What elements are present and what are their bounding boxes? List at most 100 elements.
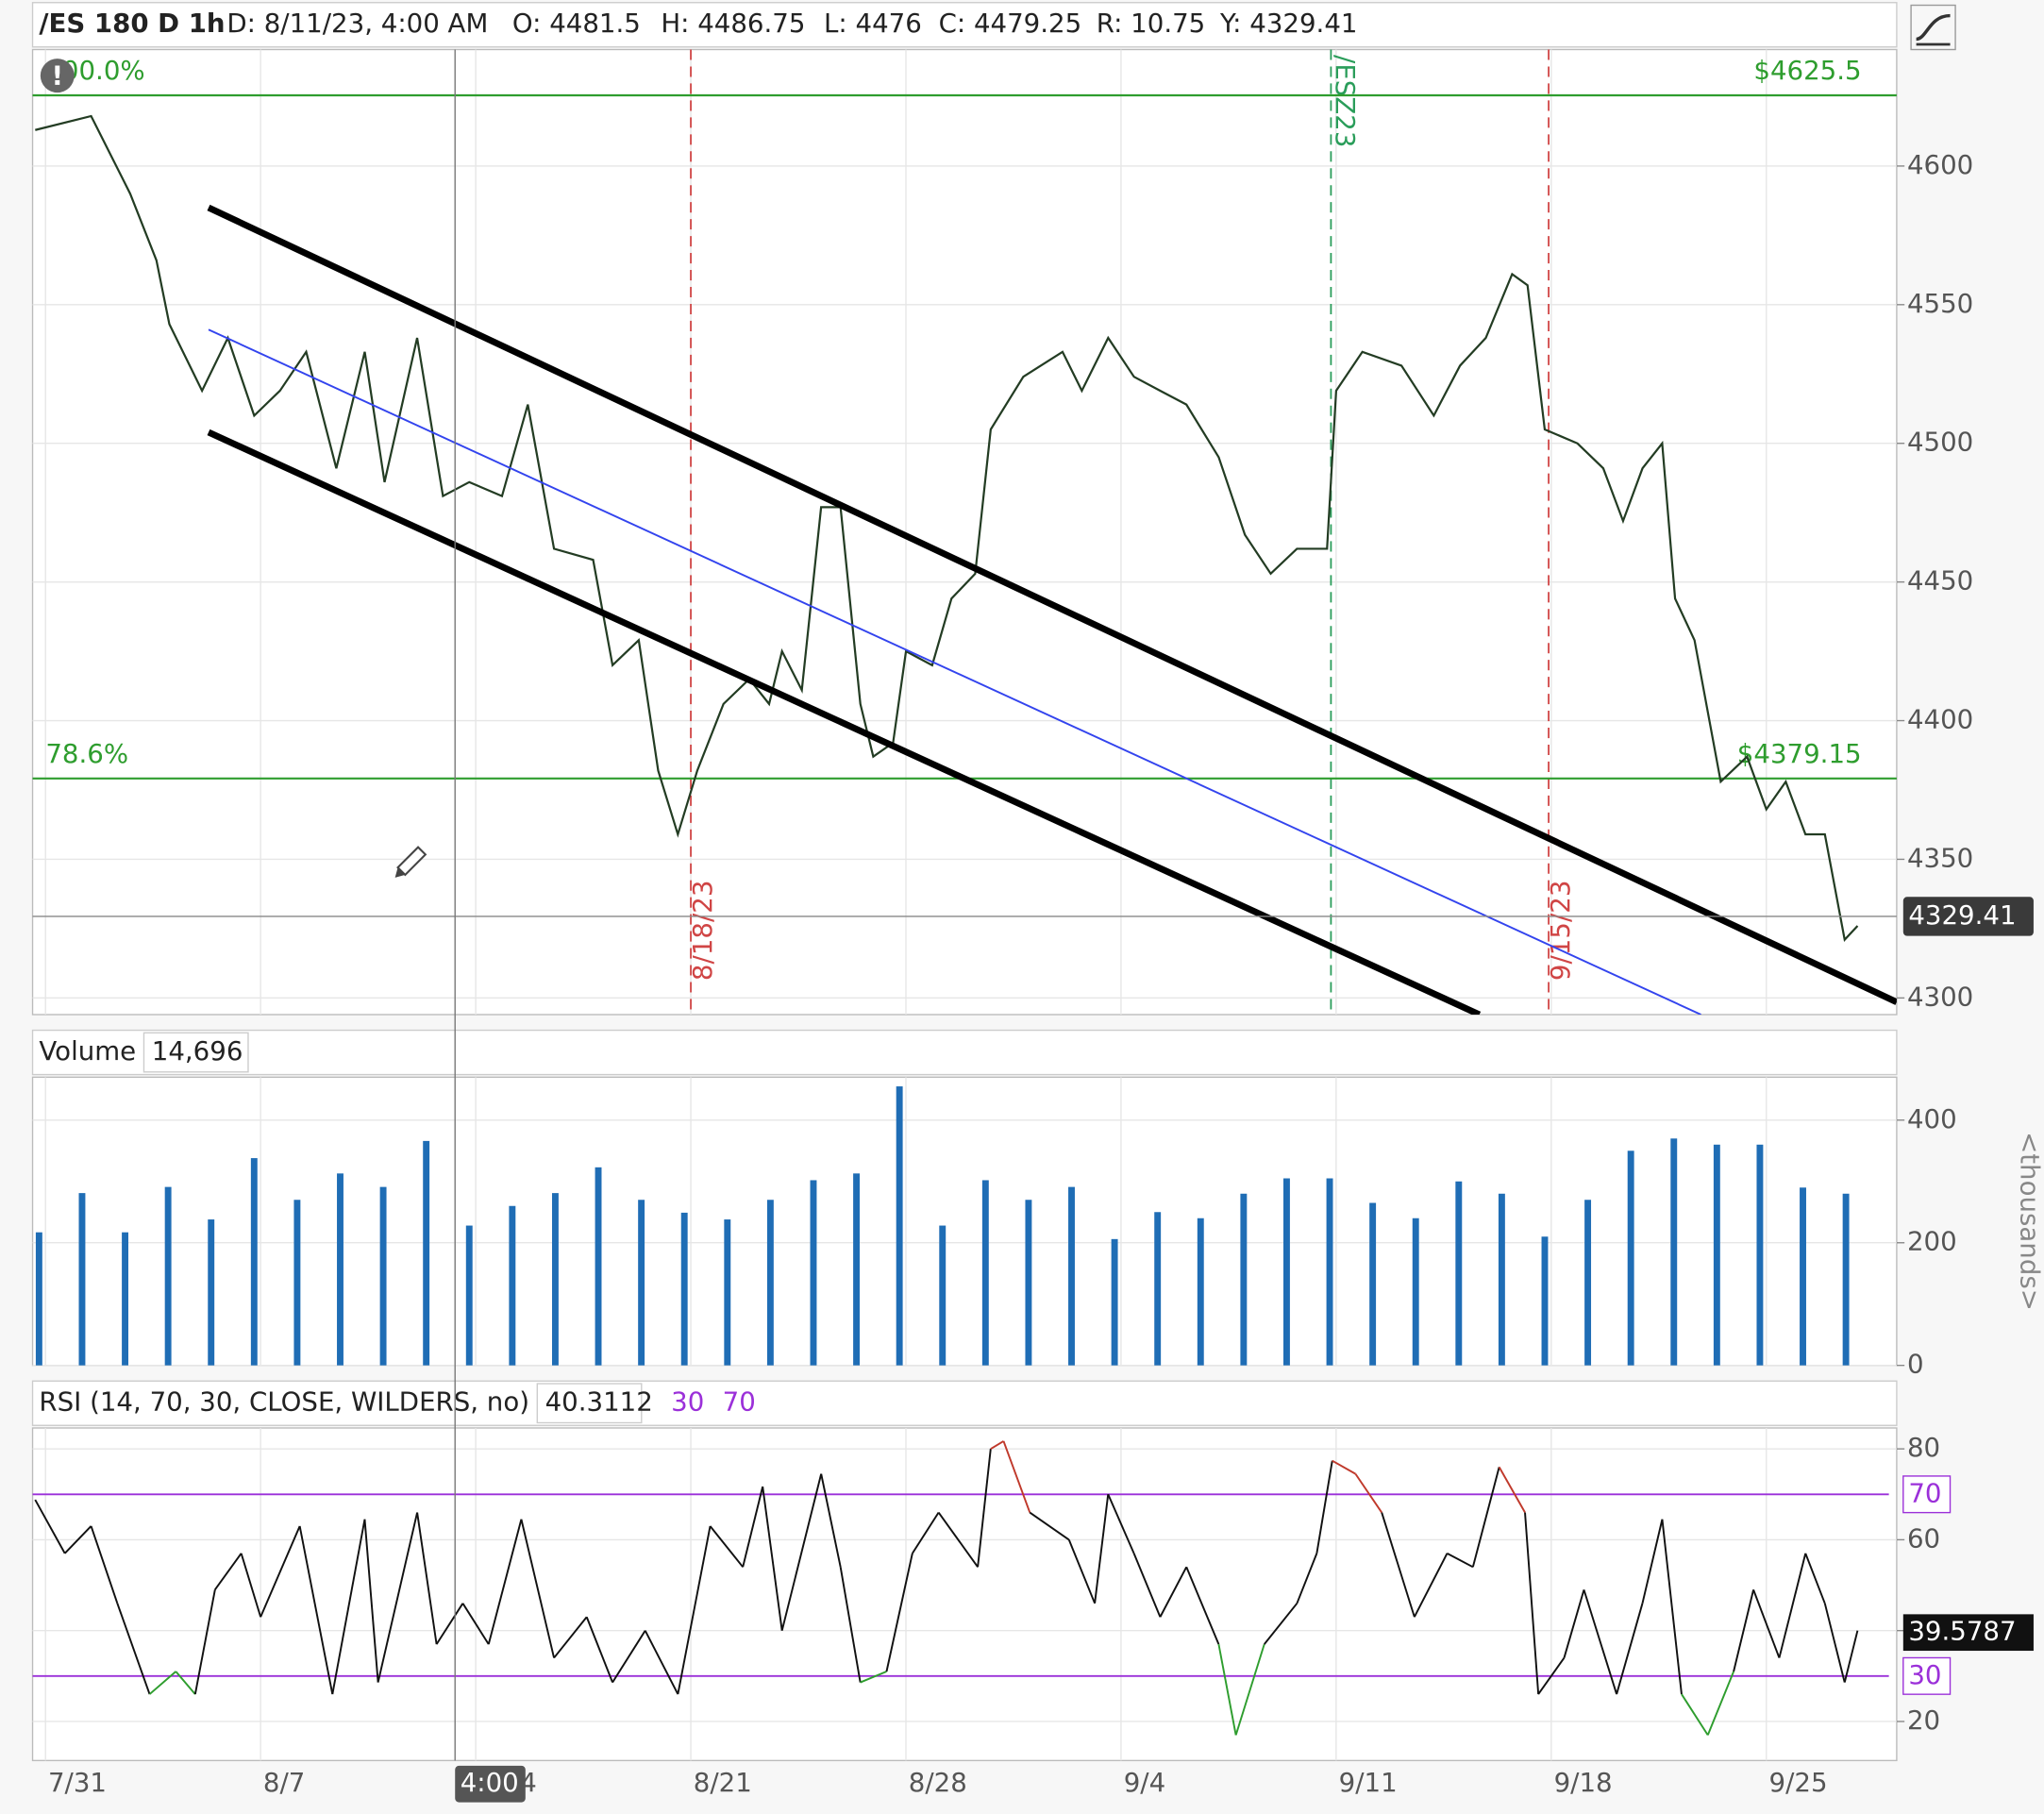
rsi-segment: [1185, 1566, 1220, 1645]
rsi-segment: [435, 1603, 464, 1645]
value-box: [142, 1032, 249, 1073]
fib-value: $4625.5: [1753, 55, 1861, 86]
volume-bar: [939, 1225, 947, 1366]
level-legend: 70: [723, 1386, 756, 1418]
rsi-segment: [1381, 1512, 1416, 1618]
y-tick-label: 60: [1907, 1522, 1940, 1554]
rsi-segment: [214, 1553, 243, 1590]
rsi-segment: [1471, 1467, 1500, 1568]
rsi-segment: [487, 1519, 523, 1645]
rsi-segment: [331, 1519, 366, 1695]
rsi-segment: [1159, 1566, 1188, 1618]
rsi-segment: [1661, 1519, 1683, 1695]
rsi-segment: [820, 1473, 842, 1568]
y-tick-label: 0: [1907, 1349, 1924, 1380]
rsi-segment: [839, 1567, 862, 1683]
rsi-segment: [1641, 1519, 1664, 1604]
rsi-segment: [416, 1512, 438, 1645]
panel-title: Volume: [39, 1035, 136, 1067]
x-tick-label: 8/28: [909, 1767, 967, 1798]
volume-bar: [981, 1180, 989, 1366]
level-box-label: 30: [1908, 1659, 1941, 1690]
event-label: 8/18/23: [687, 881, 718, 982]
volume-bar: [1713, 1144, 1720, 1366]
rsi-segment: [585, 1616, 613, 1683]
x-tick-label: 8/7: [263, 1767, 305, 1798]
volume-bar: [1800, 1187, 1806, 1366]
settings-icon[interactable]: [1910, 4, 1956, 51]
rsi-segment: [1263, 1603, 1298, 1645]
header-high: H: 4486.75: [661, 8, 805, 39]
last-price-box: [1902, 897, 2034, 936]
level-box: [1902, 1656, 1952, 1695]
panel-title: RSI (14, 70, 30, CLOSE, WILDERS, no): [39, 1386, 529, 1418]
rsi-segment: [298, 1525, 334, 1695]
panel-value: 14,696: [152, 1035, 243, 1067]
rsi-segment: [780, 1473, 823, 1631]
rsi-segment: [1447, 1553, 1474, 1569]
volume-bar: [595, 1167, 602, 1366]
volume-bar: [164, 1186, 172, 1366]
rsi-segment: [148, 1671, 176, 1695]
rsi-segment: [677, 1525, 712, 1695]
volume-bar: [465, 1225, 473, 1366]
panel-header: [31, 1029, 1898, 1076]
crosshair-label: 4:00: [461, 1767, 519, 1798]
rsi-segment: [709, 1525, 744, 1568]
rsi-segment: [1217, 1643, 1237, 1736]
rsi-segment: [1706, 1671, 1735, 1736]
volume-bar: [1541, 1236, 1549, 1366]
pencil-icon[interactable]: [392, 846, 427, 882]
rsi-segment: [1094, 1494, 1110, 1604]
rsi-segment: [612, 1630, 646, 1684]
volume-bar: [1068, 1186, 1075, 1366]
header-bar: [31, 2, 1898, 48]
rsi-segment: [90, 1525, 119, 1604]
panel-value: 40.3112: [545, 1386, 653, 1418]
svg-text:!: !: [51, 60, 63, 92]
y-tick-label: 20: [1907, 1705, 1940, 1736]
volume-bar: [423, 1140, 430, 1366]
volume-bar: [724, 1219, 731, 1366]
price-line: [35, 114, 1859, 943]
rsi-segment: [1296, 1553, 1318, 1604]
rsi-segment: [885, 1553, 913, 1672]
volume-bar: [250, 1158, 258, 1366]
rsi-segment: [1681, 1693, 1709, 1736]
volume-bar: [1627, 1151, 1634, 1366]
y-tick-label: 400: [1907, 1103, 1957, 1134]
event-label: /ESZ23: [1330, 55, 1361, 147]
level-box: [1902, 1475, 1952, 1514]
header-open: O: 4481.5: [512, 8, 641, 39]
rsi-last-box: [1902, 1614, 2034, 1652]
volume-bar: [1670, 1138, 1678, 1366]
volume-bar: [337, 1173, 343, 1366]
rsi-segment: [1029, 1511, 1070, 1541]
rsi-segment: [1843, 1630, 1859, 1683]
panel-header: [31, 1380, 1898, 1426]
volume-bar: [509, 1205, 516, 1366]
y-tick-label: 200: [1907, 1226, 1957, 1257]
rsi-segment: [1107, 1493, 1135, 1554]
level-legend: 30: [671, 1386, 704, 1418]
volume-bar: [1240, 1193, 1248, 1366]
rsi-segment: [1354, 1473, 1383, 1514]
rsi-segment: [377, 1512, 419, 1683]
rsi-segment: [1537, 1657, 1566, 1695]
y-tick-label: 4500: [1907, 427, 1973, 458]
fib-value: $4379.15: [1737, 738, 1862, 769]
y-tick-label: 4300: [1907, 981, 1973, 1012]
rsi-segment: [1804, 1553, 1826, 1604]
rsi-segment: [1002, 1440, 1031, 1513]
alert-icon[interactable]: !: [40, 59, 75, 93]
volume-bar: [1756, 1144, 1764, 1366]
rsi-segment: [990, 1440, 1004, 1450]
volume-bar: [766, 1200, 774, 1366]
volume-bar: [853, 1173, 861, 1366]
volume-bar: [208, 1219, 215, 1366]
rsi-segment: [1583, 1589, 1618, 1695]
rsi-segment: [1332, 1459, 1356, 1475]
rsi-segment: [1067, 1539, 1097, 1604]
crosshair-box: [455, 1765, 526, 1803]
rsi-segment: [553, 1616, 588, 1659]
